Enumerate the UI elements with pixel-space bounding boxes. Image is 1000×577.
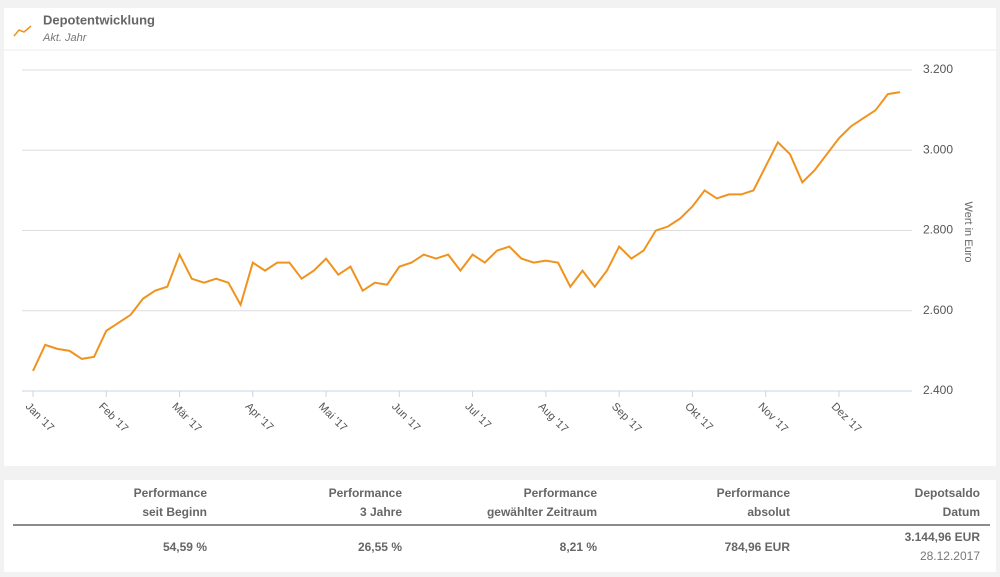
table-panel: [4, 480, 996, 572]
table-header: Performance: [134, 486, 208, 500]
table-header: gewählter Zeitraum: [487, 505, 597, 519]
table-header: Depotsaldo: [915, 486, 980, 500]
table-cell: 26,55 %: [358, 540, 402, 554]
table-header: absolut: [747, 505, 790, 519]
y-tick-label: 3.000: [923, 142, 953, 156]
table-header: 3 Jahre: [360, 505, 402, 519]
table-cell: 3.144,96 EUR: [905, 530, 981, 544]
title: Depotentwicklung: [43, 12, 155, 27]
table-header: Performance: [524, 486, 598, 500]
chart-icon: [13, 25, 32, 37]
y-tick-label: 2.400: [923, 383, 953, 397]
table-cell: 784,96 EUR: [725, 540, 791, 554]
subtitle: Akt. Jahr: [42, 32, 88, 44]
y-tick-label: 2.600: [923, 303, 953, 317]
y-axis-label: Wert in Euro: [962, 202, 974, 263]
table-header: Performance: [329, 486, 403, 500]
y-tick-label: 2.800: [923, 223, 953, 237]
table-header: Datum: [943, 505, 980, 519]
y-tick-label: 3.200: [923, 62, 953, 76]
table-header: seit Beginn: [142, 505, 207, 519]
table-cell: 54,59 %: [163, 540, 207, 554]
chart-panel: [4, 8, 996, 466]
table-header: Performance: [717, 486, 791, 500]
table-cell: 28.12.2017: [920, 549, 980, 563]
table-cell: 8,21 %: [560, 540, 598, 554]
line-series: [32, 91, 901, 372]
